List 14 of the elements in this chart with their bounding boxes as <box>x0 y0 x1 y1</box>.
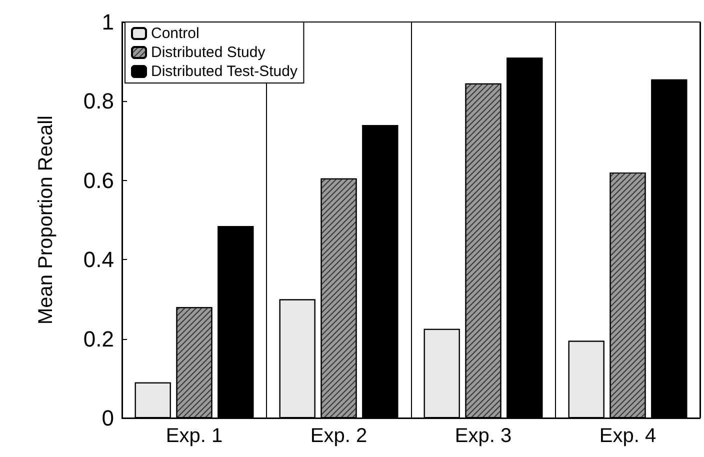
legend-label: Distributed Test-Study <box>151 63 298 80</box>
y-tick-label: 0.8 <box>83 88 114 114</box>
x-tick-label: Exp. 2 <box>310 425 368 447</box>
legend-label: Distributed Study <box>151 44 266 61</box>
x-tick-label: Exp. 3 <box>454 425 512 447</box>
y-tick-label: 1 <box>102 10 114 34</box>
y-tick-label: 0 <box>102 406 114 430</box>
y-tick-label: 0.2 <box>83 326 114 352</box>
y-axis-title: Mean Proportion Recall <box>35 116 57 324</box>
x-tick-label: Exp. 1 <box>166 425 223 447</box>
y-tick-label: 0.4 <box>83 247 114 272</box>
x-tick-label: Exp. 4 <box>599 425 656 447</box>
legend-label: Control <box>151 25 200 42</box>
y-tick-label: 0.6 <box>83 168 114 193</box>
